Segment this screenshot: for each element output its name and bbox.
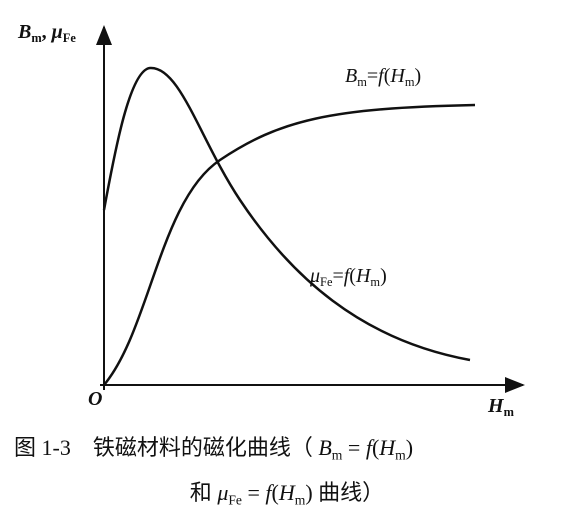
- label-part: Fe: [228, 492, 242, 507]
- label-part: B: [17, 21, 31, 43]
- label-part: H: [278, 480, 296, 505]
- label-part: m: [395, 447, 406, 462]
- label-part: μ: [216, 480, 228, 505]
- label-part: ,: [42, 21, 52, 43]
- label-part: 图 1-3 铁磁材料的磁化曲线（: [14, 435, 318, 460]
- label-part: (: [384, 65, 391, 87]
- label-part: =: [342, 435, 365, 460]
- label-part: ): [406, 435, 413, 460]
- origin-label: O: [88, 388, 102, 410]
- label-part: m: [357, 75, 367, 89]
- label-part: =: [367, 65, 378, 87]
- caption: 图 1-3 铁磁材料的磁化曲线（ Bm = f(Hm): [14, 435, 413, 462]
- b-curve: [103, 103, 476, 386]
- label-part: (: [372, 435, 379, 460]
- label-part: =: [242, 480, 265, 505]
- label-part: ): [414, 65, 421, 87]
- label-part: f: [344, 265, 352, 287]
- label-part: m: [31, 31, 42, 45]
- curve-label: μFe=f(Hm): [309, 265, 387, 289]
- label-part: μ: [51, 21, 63, 43]
- y-axis-label: Bm, μFe: [17, 21, 76, 45]
- label-part: H: [389, 65, 406, 87]
- mu-curve: [102, 66, 471, 362]
- label-part: ) 曲线）: [305, 480, 384, 505]
- label-part: H: [487, 395, 505, 417]
- label-part: m: [332, 447, 343, 462]
- caption: 和 μFe = f(Hm) 曲线）: [190, 480, 384, 507]
- label-part: H: [378, 435, 396, 460]
- label-part: f: [366, 435, 375, 460]
- label-part: m: [370, 275, 380, 289]
- label-part: =: [332, 265, 343, 287]
- label-part: m: [295, 492, 306, 507]
- label-part: Fe: [320, 275, 333, 289]
- x-axis-label: Hm: [487, 395, 515, 419]
- label-part: H: [355, 265, 372, 287]
- label-part: O: [88, 388, 102, 410]
- label-part: (: [272, 480, 279, 505]
- label-part: ): [380, 265, 387, 287]
- label-part: Fe: [63, 31, 77, 45]
- curve-label: Bm=f(Hm): [345, 65, 421, 89]
- label-part: m: [504, 405, 515, 419]
- label-part: μ: [309, 265, 320, 287]
- label-part: f: [378, 65, 386, 87]
- label-part: (: [349, 265, 356, 287]
- label-part: m: [405, 75, 415, 89]
- label-part: f: [265, 480, 274, 505]
- label-part: 和: [190, 480, 218, 505]
- label-part: B: [345, 65, 357, 87]
- label-part: B: [318, 435, 331, 460]
